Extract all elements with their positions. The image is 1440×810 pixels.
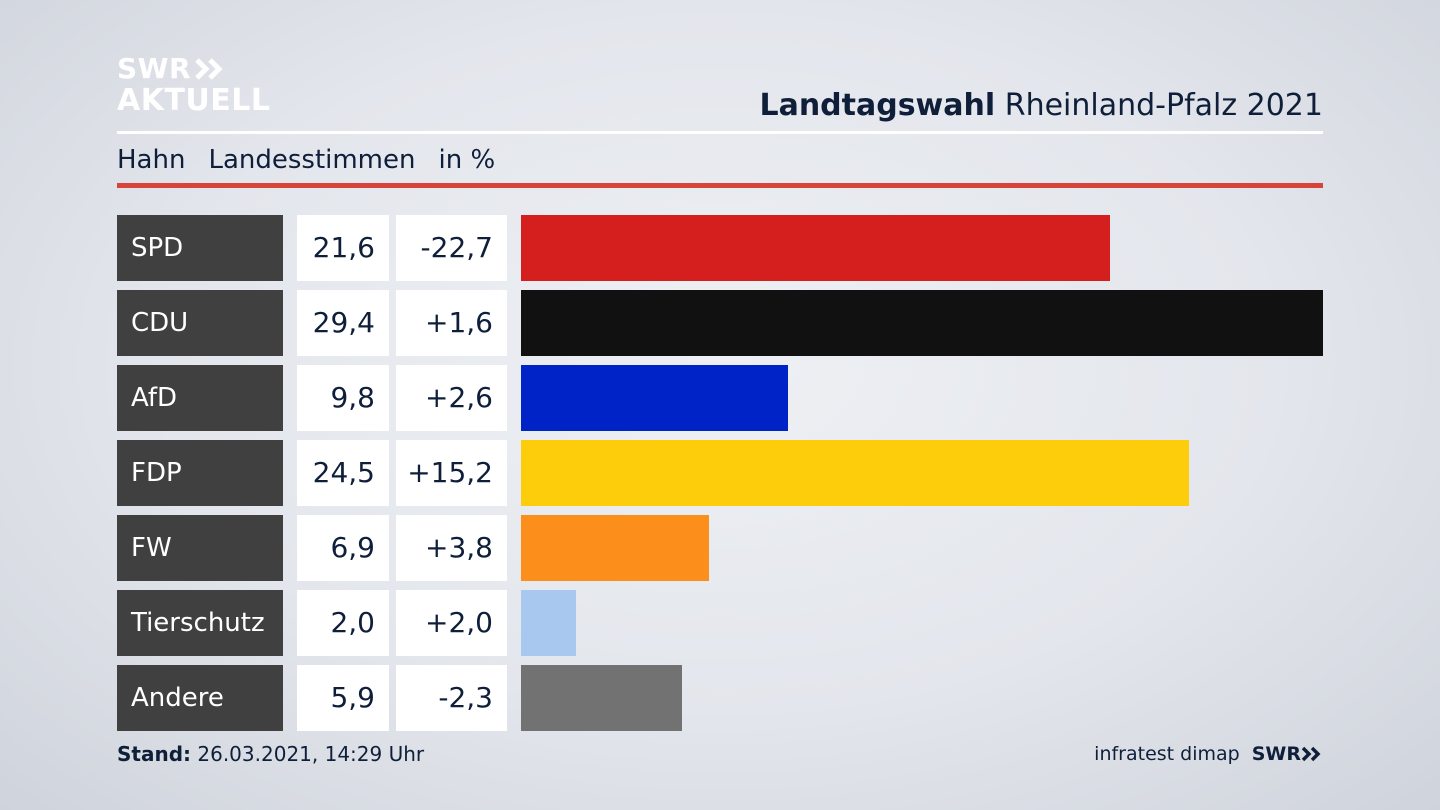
bar-afd [521, 365, 788, 431]
subtitle-measure: Landesstimmen [208, 145, 416, 175]
change-value: +3,8 [396, 515, 507, 581]
chevrons-small-icon [1301, 746, 1321, 762]
party-row-spd: SPD 21,6 -22,7 [117, 215, 1323, 281]
logo-line1: SWR [117, 52, 192, 85]
brand-label: SWR [1251, 743, 1301, 765]
title-rest: Rheinland-Pfalz 2021 [1004, 88, 1323, 123]
party-row-tierschutz: Tierschutz 2,0 +2,0 [117, 590, 1323, 656]
swr-aktuell-logo: SWR AKTUELL [117, 54, 271, 118]
chevrons-icon [195, 58, 223, 80]
party-row-andere: Andere 5,9 -2,3 [117, 665, 1323, 731]
stand-label: Stand: [117, 742, 192, 766]
party-label: AfD [117, 365, 283, 431]
party-label: Andere [117, 665, 283, 731]
header-divider [117, 131, 1323, 134]
change-value: +15,2 [396, 440, 507, 506]
vote-share-value: 2,0 [297, 590, 389, 656]
stand-value: 26.03.2021, 14:29 Uhr [197, 742, 425, 766]
party-label: Tierschutz [117, 590, 283, 656]
title-bold: Landtagswahl [759, 88, 996, 123]
swr-brand: SWR [1252, 740, 1323, 768]
party-row-afd: AfD 9,8 +2,6 [117, 365, 1323, 431]
party-row-fdp: FDP 24,5 +15,2 [117, 440, 1323, 506]
party-label: FDP [117, 440, 283, 506]
bar-fdp [521, 440, 1189, 506]
party-row-cdu: CDU 29,4 +1,6 [117, 290, 1323, 356]
change-value: +2,0 [396, 590, 507, 656]
subtitle-unit: in % [438, 145, 496, 175]
party-label: SPD [117, 215, 283, 281]
subtitle: Hahn Landesstimmen in % [117, 142, 495, 178]
bar-andere [521, 665, 682, 731]
source-name: infratest dimap [1094, 743, 1240, 765]
bar-fw [521, 515, 709, 581]
bar-tierschutz [521, 590, 576, 656]
vote-share-value: 29,4 [297, 290, 389, 356]
change-value: +1,6 [396, 290, 507, 356]
page-title: Landtagswahl Rheinland-Pfalz 2021 [759, 86, 1323, 126]
party-label: CDU [117, 290, 283, 356]
source-credit: infratest dimap SWR [1094, 740, 1323, 768]
vote-share-value: 21,6 [297, 215, 389, 281]
bar-spd [521, 215, 1110, 281]
bar-cdu [521, 290, 1323, 356]
change-value: -22,7 [396, 215, 507, 281]
timestamp: Stand: 26.03.2021, 14:29 Uhr [117, 740, 424, 768]
accent-divider [117, 183, 1323, 188]
change-value: +2,6 [396, 365, 507, 431]
vote-share-value: 9,8 [297, 365, 389, 431]
party-row-fw: FW 6,9 +3,8 [117, 515, 1323, 581]
vote-share-value: 24,5 [297, 440, 389, 506]
vote-share-value: 6,9 [297, 515, 389, 581]
vote-share-value: 5,9 [297, 665, 389, 731]
change-value: -2,3 [396, 665, 507, 731]
party-label: FW [117, 515, 283, 581]
logo-line2: AKTUELL [117, 83, 271, 118]
subtitle-place: Hahn [117, 145, 186, 175]
